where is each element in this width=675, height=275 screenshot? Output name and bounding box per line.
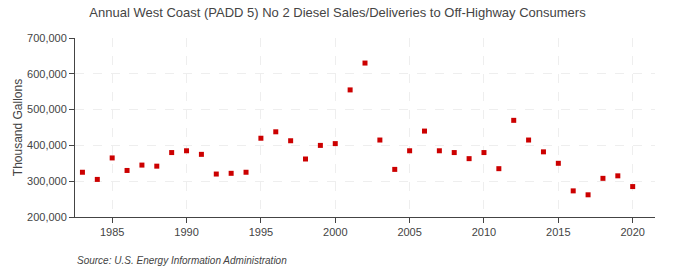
svg-text:200,000: 200,000 <box>27 211 67 223</box>
svg-text:400,000: 400,000 <box>27 139 67 151</box>
svg-text:Thousand Gallons: Thousand Gallons <box>11 79 25 176</box>
svg-text:2010: 2010 <box>472 226 496 238</box>
svg-text:2005: 2005 <box>397 226 421 238</box>
svg-text:300,000: 300,000 <box>27 175 67 187</box>
svg-text:1995: 1995 <box>249 226 273 238</box>
svg-text:500,000: 500,000 <box>27 103 67 115</box>
svg-text:2020: 2020 <box>620 226 644 238</box>
svg-text:Annual West Coast (PADD 5) No: Annual West Coast (PADD 5) No 2 Diesel S… <box>89 5 586 20</box>
svg-text:1990: 1990 <box>174 226 198 238</box>
svg-text:2015: 2015 <box>546 226 570 238</box>
svg-text:2000: 2000 <box>323 226 347 238</box>
svg-text:1985: 1985 <box>100 226 124 238</box>
svg-text:700,000: 700,000 <box>27 32 67 44</box>
svg-text:600,000: 600,000 <box>27 68 67 80</box>
svg-text:Source: U.S. Energy Informatio: Source: U.S. Energy Information Administ… <box>77 255 287 266</box>
